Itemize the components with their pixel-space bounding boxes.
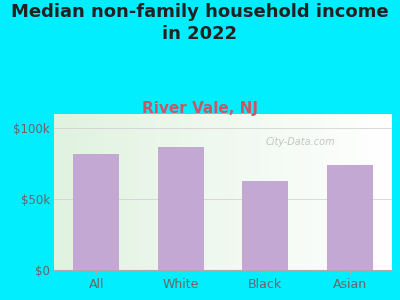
Text: Median non-family household income
in 2022: Median non-family household income in 20…: [11, 3, 389, 43]
Bar: [158, 147, 204, 270]
Text: City-Data.com: City-Data.com: [266, 137, 336, 147]
Bar: [242, 181, 288, 270]
Bar: [73, 154, 120, 270]
Text: River Vale, NJ: River Vale, NJ: [142, 100, 258, 116]
Bar: [326, 165, 373, 270]
